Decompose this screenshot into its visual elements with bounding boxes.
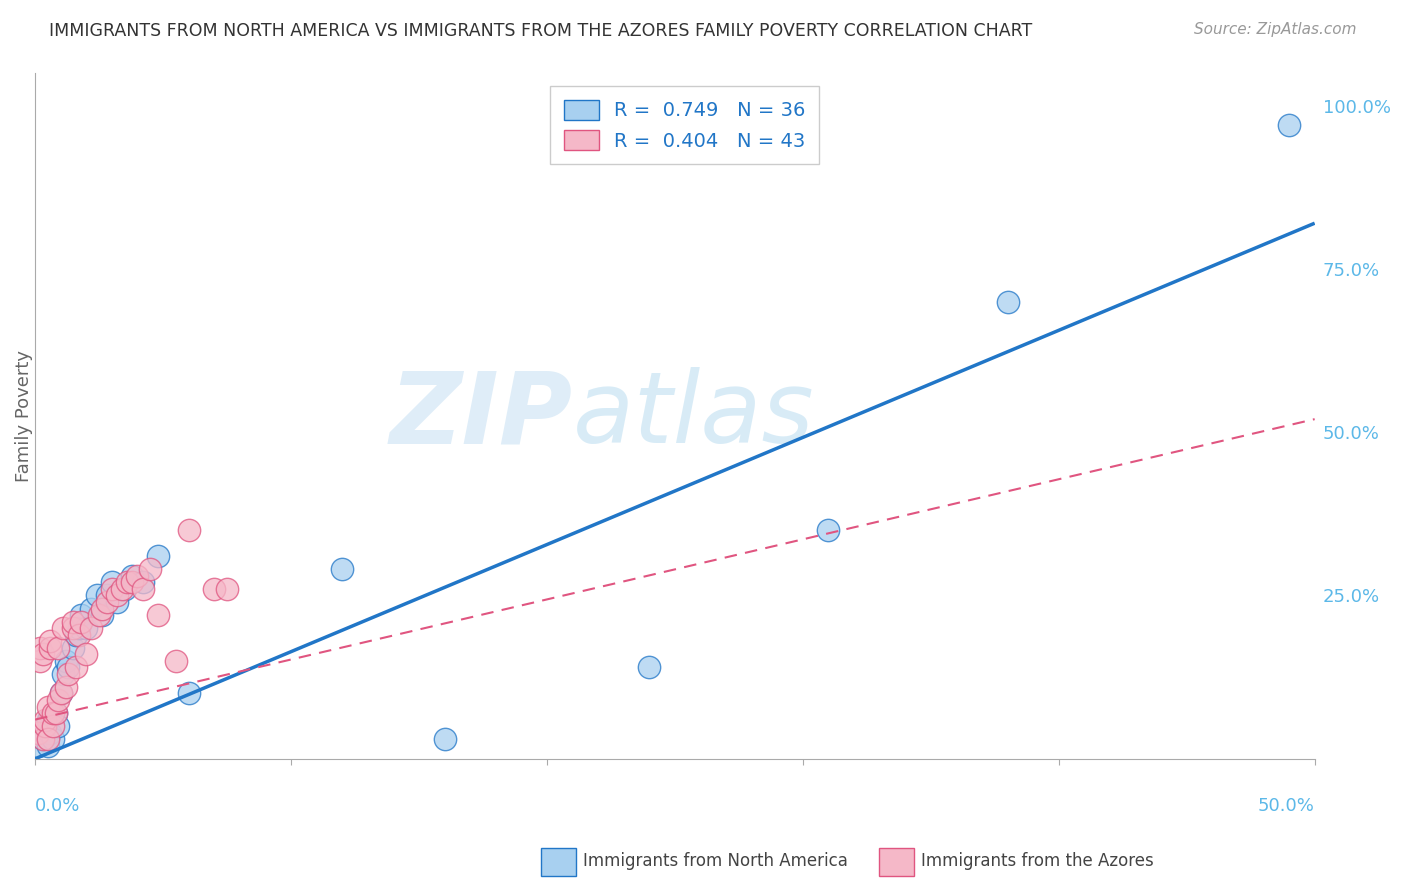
Point xyxy=(45,706,67,720)
Point xyxy=(997,294,1019,309)
Point xyxy=(67,628,90,642)
Point xyxy=(55,680,77,694)
Point xyxy=(131,575,153,590)
Point xyxy=(177,523,200,537)
Point xyxy=(90,601,112,615)
Point xyxy=(42,719,65,733)
Point xyxy=(146,608,169,623)
Text: 0.0%: 0.0% xyxy=(35,797,80,814)
Point xyxy=(31,647,53,661)
Y-axis label: Family Poverty: Family Poverty xyxy=(15,350,32,482)
Point xyxy=(30,654,52,668)
Text: Immigrants from North America: Immigrants from North America xyxy=(583,852,848,870)
Point xyxy=(34,719,56,733)
Point xyxy=(31,732,53,747)
Text: ZIP: ZIP xyxy=(389,368,572,465)
FancyBboxPatch shape xyxy=(541,848,576,876)
Point xyxy=(165,654,187,668)
Point xyxy=(70,608,93,623)
Point xyxy=(27,739,49,753)
Point xyxy=(58,666,80,681)
Point xyxy=(121,575,143,590)
Point xyxy=(80,621,103,635)
Point xyxy=(202,582,225,596)
Point xyxy=(96,589,118,603)
Point xyxy=(638,660,661,674)
Point xyxy=(115,575,138,590)
Point xyxy=(177,686,200,700)
Point xyxy=(101,582,124,596)
Point xyxy=(37,713,59,727)
Point xyxy=(39,634,62,648)
Point xyxy=(67,621,90,635)
Point xyxy=(37,739,59,753)
Point xyxy=(1278,118,1301,132)
Point xyxy=(42,732,65,747)
Point xyxy=(55,654,77,668)
Point xyxy=(27,725,49,739)
Point xyxy=(30,725,52,739)
Point xyxy=(215,582,238,596)
Point xyxy=(75,647,97,661)
Point xyxy=(90,608,112,623)
Point xyxy=(86,589,108,603)
Text: IMMIGRANTS FROM NORTH AMERICA VS IMMIGRANTS FROM THE AZORES FAMILY POVERTY CORRE: IMMIGRANTS FROM NORTH AMERICA VS IMMIGRA… xyxy=(49,22,1032,40)
Point xyxy=(80,601,103,615)
Point xyxy=(139,562,162,576)
Point xyxy=(49,686,72,700)
Point xyxy=(105,595,128,609)
Point xyxy=(42,706,65,720)
Point xyxy=(111,582,134,596)
Point xyxy=(65,628,87,642)
Point xyxy=(30,640,52,655)
Point xyxy=(34,713,56,727)
Point xyxy=(62,615,84,629)
Text: 50.0%: 50.0% xyxy=(1258,797,1315,814)
Point xyxy=(45,706,67,720)
Point xyxy=(62,621,84,635)
Point xyxy=(330,562,353,576)
Point xyxy=(46,693,69,707)
Point xyxy=(131,582,153,596)
Point xyxy=(37,732,59,747)
Point xyxy=(52,666,75,681)
Point xyxy=(31,732,53,747)
Point xyxy=(65,660,87,674)
FancyBboxPatch shape xyxy=(879,848,914,876)
Text: Immigrants from the Azores: Immigrants from the Azores xyxy=(921,852,1154,870)
Point xyxy=(433,732,456,747)
Point xyxy=(37,699,59,714)
Point xyxy=(58,660,80,674)
Legend: R =  0.749   N = 36, R =  0.404   N = 43: R = 0.749 N = 36, R = 0.404 N = 43 xyxy=(550,87,820,164)
Point xyxy=(46,640,69,655)
Point xyxy=(52,621,75,635)
Point xyxy=(146,549,169,564)
Point xyxy=(39,725,62,739)
Point xyxy=(75,621,97,635)
Point xyxy=(39,640,62,655)
Point xyxy=(49,686,72,700)
Point xyxy=(87,608,110,623)
Point xyxy=(70,615,93,629)
Point xyxy=(34,719,56,733)
Point xyxy=(46,719,69,733)
Point xyxy=(127,569,149,583)
Text: atlas: atlas xyxy=(572,368,814,465)
Point xyxy=(62,640,84,655)
Point xyxy=(96,595,118,609)
Point xyxy=(101,575,124,590)
Point xyxy=(121,569,143,583)
Text: Source: ZipAtlas.com: Source: ZipAtlas.com xyxy=(1194,22,1357,37)
Point xyxy=(817,523,839,537)
Point xyxy=(105,589,128,603)
Point xyxy=(114,582,136,596)
